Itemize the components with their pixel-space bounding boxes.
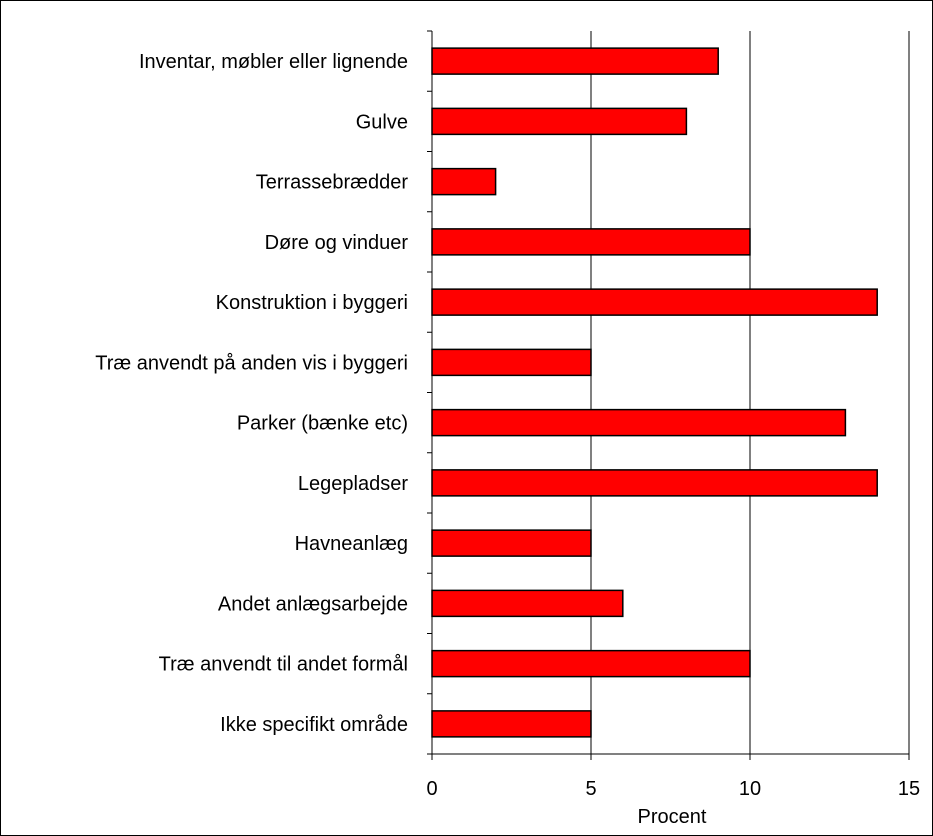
bar-9 <box>431 589 624 618</box>
bar-10 <box>431 649 751 678</box>
x-tick-label-0: 0 <box>426 778 437 800</box>
category-label-10: Træ anvendt til andet formål <box>159 654 408 676</box>
category-label-8: Havneanlæg <box>295 533 408 555</box>
category-label-9: Andet anlægsarbejde <box>218 593 408 615</box>
bar-7 <box>431 469 878 497</box>
category-label-11: Ikke specifikt område <box>220 714 408 736</box>
x-tick-label-15: 15 <box>898 778 920 800</box>
category-label-5: Træ anvendt på anden vis i byggeri <box>95 352 408 374</box>
gridlines <box>590 31 910 754</box>
bar-8 <box>431 529 592 557</box>
bar-0 <box>431 47 719 75</box>
x-axis-label: Procent <box>638 806 707 828</box>
category-label-2: Terrassebrædder <box>256 172 409 194</box>
bar-6 <box>431 408 847 437</box>
bar-5 <box>431 348 592 377</box>
category-label-1: Gulve <box>356 111 408 133</box>
category-labels: Inventar, møbler eller lignende Gulve Terr… <box>95 51 408 736</box>
bar-11 <box>431 710 592 738</box>
bar-4 <box>431 288 878 316</box>
category-label-7: Legepladser <box>298 473 408 495</box>
bar-3 <box>431 228 751 256</box>
category-label-6: Parker (bænke etc) <box>237 413 408 435</box>
category-label-4: Konstruktion i byggeri <box>216 292 408 314</box>
x-tick-labels: 0 5 10 15 <box>426 778 920 800</box>
bar-2 <box>431 167 497 196</box>
axes <box>427 30 910 760</box>
bars <box>431 47 878 738</box>
x-tick-label-10: 10 <box>739 778 761 800</box>
category-label-0: Inventar, møbler eller lignende <box>139 51 408 73</box>
category-label-3: Døre og vinduer <box>265 232 409 254</box>
x-tick-label-5: 5 <box>585 778 596 800</box>
bar-1 <box>431 107 688 136</box>
